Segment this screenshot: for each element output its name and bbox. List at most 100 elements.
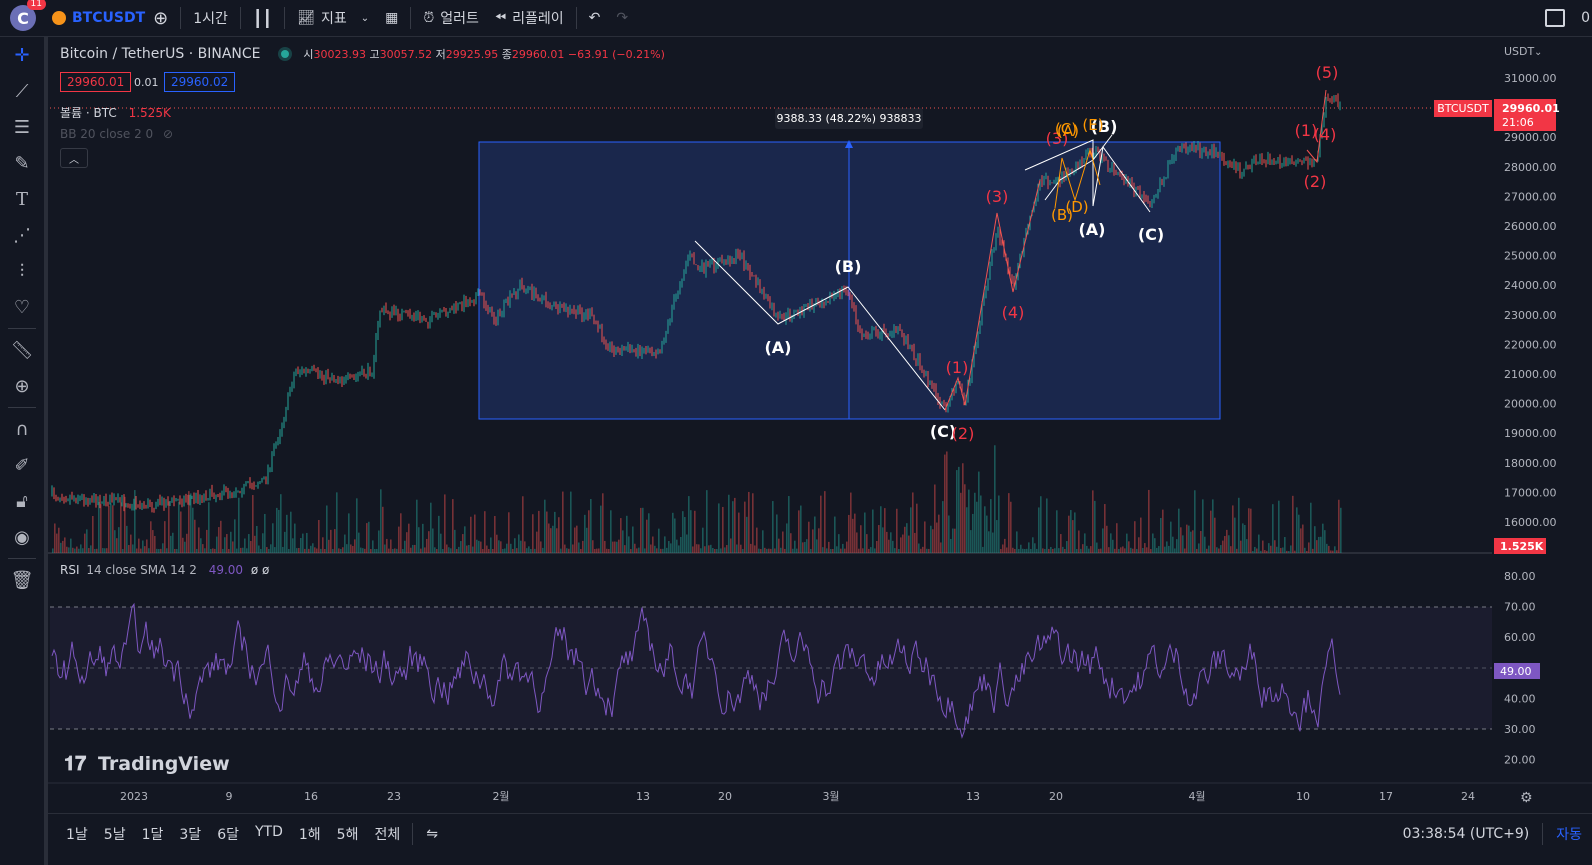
chart-canvas[interactable]: 9388.33 (48.22%) 938833 (A) (B) (C) (A) …: [48, 37, 1592, 813]
volume-bar: [240, 547, 242, 553]
fib-tool[interactable]: ☰: [0, 109, 44, 145]
time-axis[interactable]: 2023 9 16 23 2월 13 20 3월 13 20 4월 10 17 24: [120, 790, 1475, 803]
layouts-button[interactable]: ▦: [377, 0, 406, 36]
currency-label[interactable]: USDT: [1504, 45, 1535, 58]
wave-label-od: (D): [1065, 198, 1088, 216]
volume-bar: [1218, 548, 1220, 553]
redo-button[interactable]: ↷: [608, 0, 636, 36]
volume-bar: [1076, 548, 1078, 553]
abc-wave-line: [694, 240, 946, 411]
alert-button[interactable]: ⏰︎ 얼러트: [415, 0, 487, 36]
volume-bar: [1314, 526, 1316, 553]
volume-bar: [840, 548, 842, 553]
trendline-tool[interactable]: ⟋: [0, 73, 44, 109]
volume-bar: [1230, 546, 1232, 553]
range-button[interactable]: 6달: [217, 827, 239, 843]
collapse-legend-button[interactable]: ︿: [60, 148, 88, 168]
volume-bar: [776, 514, 778, 553]
volume-bar: [312, 543, 314, 553]
undo-button[interactable]: ↶: [581, 0, 609, 36]
eye-off-icon[interactable]: ⊘: [163, 127, 174, 141]
zoom-tool[interactable]: ⊕: [0, 368, 44, 404]
pattern-tool[interactable]: ⋰: [0, 217, 44, 253]
volume-bar: [698, 544, 700, 553]
auto-scale-button[interactable]: 자동: [1556, 827, 1582, 843]
hide-drawings-tool[interactable]: ◉: [0, 519, 44, 555]
volume-bar: [250, 541, 252, 553]
symbol-search-button[interactable]: BTCUSDT: [52, 10, 145, 26]
volume-bar: [988, 531, 990, 553]
wave-label-a: (A): [764, 338, 791, 357]
sell-button[interactable]: 29960.01: [60, 72, 132, 92]
volume-bar: [944, 454, 946, 553]
chart-type-button[interactable]: ┃┃: [245, 0, 280, 36]
add-symbol-button[interactable]: ⊕: [145, 0, 176, 36]
volume-bar: [946, 451, 948, 553]
volume-bar: [1316, 540, 1318, 553]
divider: [180, 7, 182, 29]
replay-button[interactable]: ⏪︎ 리플레이: [487, 0, 572, 36]
volume-bar: [84, 533, 86, 553]
chevron-down-icon[interactable]: ⌄: [1534, 47, 1542, 58]
volume-bar: [1036, 548, 1038, 553]
volume-bar: [1018, 548, 1020, 553]
clock[interactable]: 03:38:54 (UTC+9): [1402, 826, 1530, 842]
price-tick: 25000.00: [1504, 250, 1557, 263]
user-avatar[interactable]: C 11: [10, 0, 46, 31]
volume-bar: [1200, 531, 1202, 553]
indicators-button[interactable]: 📈︎ 지표 ⌄: [289, 0, 377, 36]
range-button[interactable]: 1날: [66, 827, 88, 843]
elliott-wave-lines[interactable]: [694, 134, 1151, 411]
volume-bar: [1238, 497, 1240, 553]
chart-title[interactable]: Bitcoin / TetherUS · BINANCE: [60, 46, 261, 62]
price-axis[interactable]: 31000.0030000.0029000.0028000.0027000.00…: [1504, 72, 1557, 529]
crosshair-tool[interactable]: ✛: [0, 37, 44, 73]
lock-drawing-tool[interactable]: ✐: [0, 447, 44, 483]
volume-bar: [122, 548, 124, 553]
volume-bar: [316, 548, 318, 553]
ruler-tool[interactable]: 📏︎: [0, 332, 44, 368]
volume-bar: [410, 547, 412, 553]
volume-bar: [292, 538, 294, 553]
volume-bar: [664, 536, 666, 553]
text-icon: T: [15, 188, 28, 210]
volume-bar: [838, 534, 840, 553]
volume-bar: [772, 501, 774, 553]
time-tick: 13: [966, 790, 980, 803]
range-button[interactable]: 3달: [179, 827, 202, 843]
range-button[interactable]: 1달: [141, 827, 164, 843]
volume-bar: [742, 548, 744, 553]
volume-bar: [1326, 543, 1328, 553]
rsi-line: [51, 602, 1341, 739]
volume-bar: [1098, 548, 1100, 553]
magnet-tool[interactable]: ∩: [0, 411, 44, 447]
volume-bar: [124, 496, 126, 553]
range-button[interactable]: 1해: [298, 827, 321, 843]
favorites-tool[interactable]: ♡: [0, 289, 44, 325]
volume-bar: [816, 539, 818, 553]
lock-all-tool[interactable]: 🔓︎: [0, 483, 44, 519]
measure-tool[interactable]: ⫶: [0, 253, 44, 289]
volume-bar: [468, 545, 470, 553]
volume-bar: [490, 537, 492, 553]
range-button[interactable]: 5해: [336, 827, 359, 843]
volume-tag-text: 1.525K: [1500, 540, 1544, 553]
volume-bar: [832, 548, 834, 553]
delete-drawings-tool[interactable]: 🗑︎: [0, 562, 44, 598]
volume-bar: [502, 548, 504, 553]
volume-bar: [1282, 547, 1284, 553]
settings-gear-icon[interactable]: ⚙: [1520, 790, 1533, 806]
buy-button[interactable]: 29960.02: [164, 72, 236, 92]
goto-date-button[interactable]: ⇋: [417, 826, 447, 842]
volume-bar: [842, 543, 844, 553]
range-button[interactable]: YTD: [254, 824, 283, 840]
volume-bar: [1292, 495, 1294, 553]
range-button[interactable]: 5날: [103, 827, 126, 843]
volume-bar: [216, 536, 218, 553]
interval-button[interactable]: 1시간: [193, 11, 228, 27]
fullscreen-button[interactable]: [1537, 0, 1573, 36]
brush-tool[interactable]: ✎: [0, 145, 44, 181]
range-button[interactable]: 전체: [374, 827, 401, 843]
text-tool[interactable]: T: [0, 181, 44, 217]
crosshair-icon: ✛: [14, 44, 30, 66]
